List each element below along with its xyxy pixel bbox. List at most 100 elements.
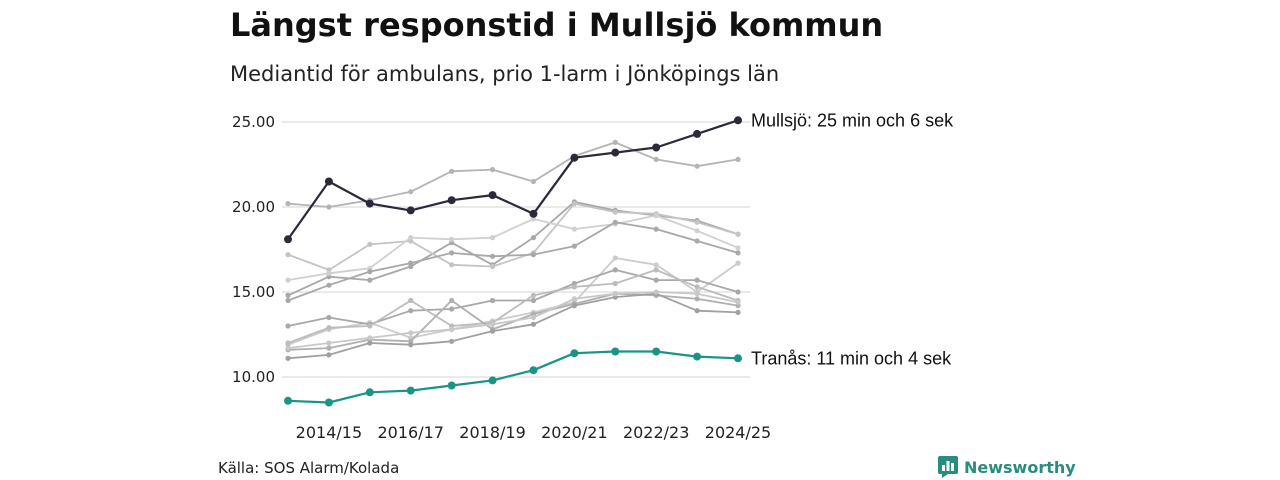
data-point [735,156,741,162]
data-point [449,306,455,312]
data-point [693,129,702,138]
data-point [612,280,618,287]
data-point [734,116,742,125]
data-point [489,235,496,241]
data-point [408,308,414,314]
data-point [285,340,291,346]
series-line [287,200,739,297]
series-line [287,221,739,302]
data-point [408,342,414,348]
end-labels: Mullsjö: 25 min och 6 sek Tranås: 11 min … [751,110,954,368]
highlighted-series [284,116,742,407]
data-point [285,355,291,361]
x-tick-label: 2016/17 [377,423,443,442]
data-point [571,243,577,249]
y-tick-label: 20.00 [232,198,275,216]
data-point [326,325,332,331]
y-tick-label: 10.00 [232,368,275,386]
background-series-line [285,139,741,210]
data-point [694,277,700,283]
data-point [612,139,618,145]
series-line [287,141,739,208]
series-line [287,291,739,349]
data-point [694,238,700,244]
data-point [653,212,659,219]
data-point [529,366,538,375]
data-point [326,270,332,276]
data-point [449,297,455,304]
data-point [612,219,618,225]
data-point [367,277,373,283]
data-point [324,177,333,186]
data-point [326,340,332,346]
data-point [694,296,700,302]
y-tick-label: 25.00 [232,113,275,131]
series-line [287,202,739,271]
series-line [287,268,739,327]
data-point [449,262,455,268]
series-line [287,350,739,404]
data-point [284,235,292,244]
data-point [326,345,332,351]
data-point [326,352,332,358]
data-point [489,253,496,259]
data-point [408,189,414,195]
data-point [365,388,374,397]
data-point [612,209,618,215]
data-point [408,330,414,336]
data-point [735,245,741,251]
data-point [367,340,373,346]
data-point [530,235,537,241]
data-point [530,297,537,304]
data-point [284,396,292,405]
y-axis-ticks: 10.00 15.00 20.00 25.00 [232,113,275,386]
background-series-line [285,267,741,329]
data-point [694,163,700,169]
data-point [652,347,661,356]
data-point [612,255,618,261]
data-point [367,269,373,275]
data-point [570,349,579,358]
data-point [285,277,291,283]
data-point [367,323,373,329]
data-point [735,299,741,305]
data-point [529,209,538,218]
data-point [571,296,577,302]
data-point [612,267,618,273]
source-note: Källa: SOS Alarm/Kolada [218,459,400,477]
x-tick-label: 2020/21 [541,423,607,442]
data-point [571,201,577,207]
data-point [611,148,620,157]
newsworthy-logo-icon [938,456,958,478]
data-point [694,308,700,314]
data-point [653,289,659,295]
data-point [530,252,537,258]
data-point [530,178,537,185]
background-series-line [285,289,741,351]
data-point [530,321,537,327]
data-point [735,309,741,315]
data-point [285,292,291,298]
data-point [530,292,537,298]
data-point [489,263,496,270]
x-tick-label: 2014/15 [296,423,362,442]
data-point [735,250,741,256]
data-point [571,226,577,232]
data-point [449,236,455,242]
data-point [326,282,332,288]
y-tick-label: 15.00 [232,283,275,301]
data-point [653,156,659,162]
data-point [449,338,455,344]
data-point [449,326,455,332]
data-point [693,352,702,361]
data-point [735,260,741,266]
data-point [653,226,659,232]
data-point [653,262,659,268]
data-point [571,284,577,290]
data-point [735,231,741,237]
series-end-label: Tranås: 11 min och 4 sek [751,348,952,368]
series-line [287,268,739,344]
data-point [735,289,741,295]
data-point [694,219,700,225]
